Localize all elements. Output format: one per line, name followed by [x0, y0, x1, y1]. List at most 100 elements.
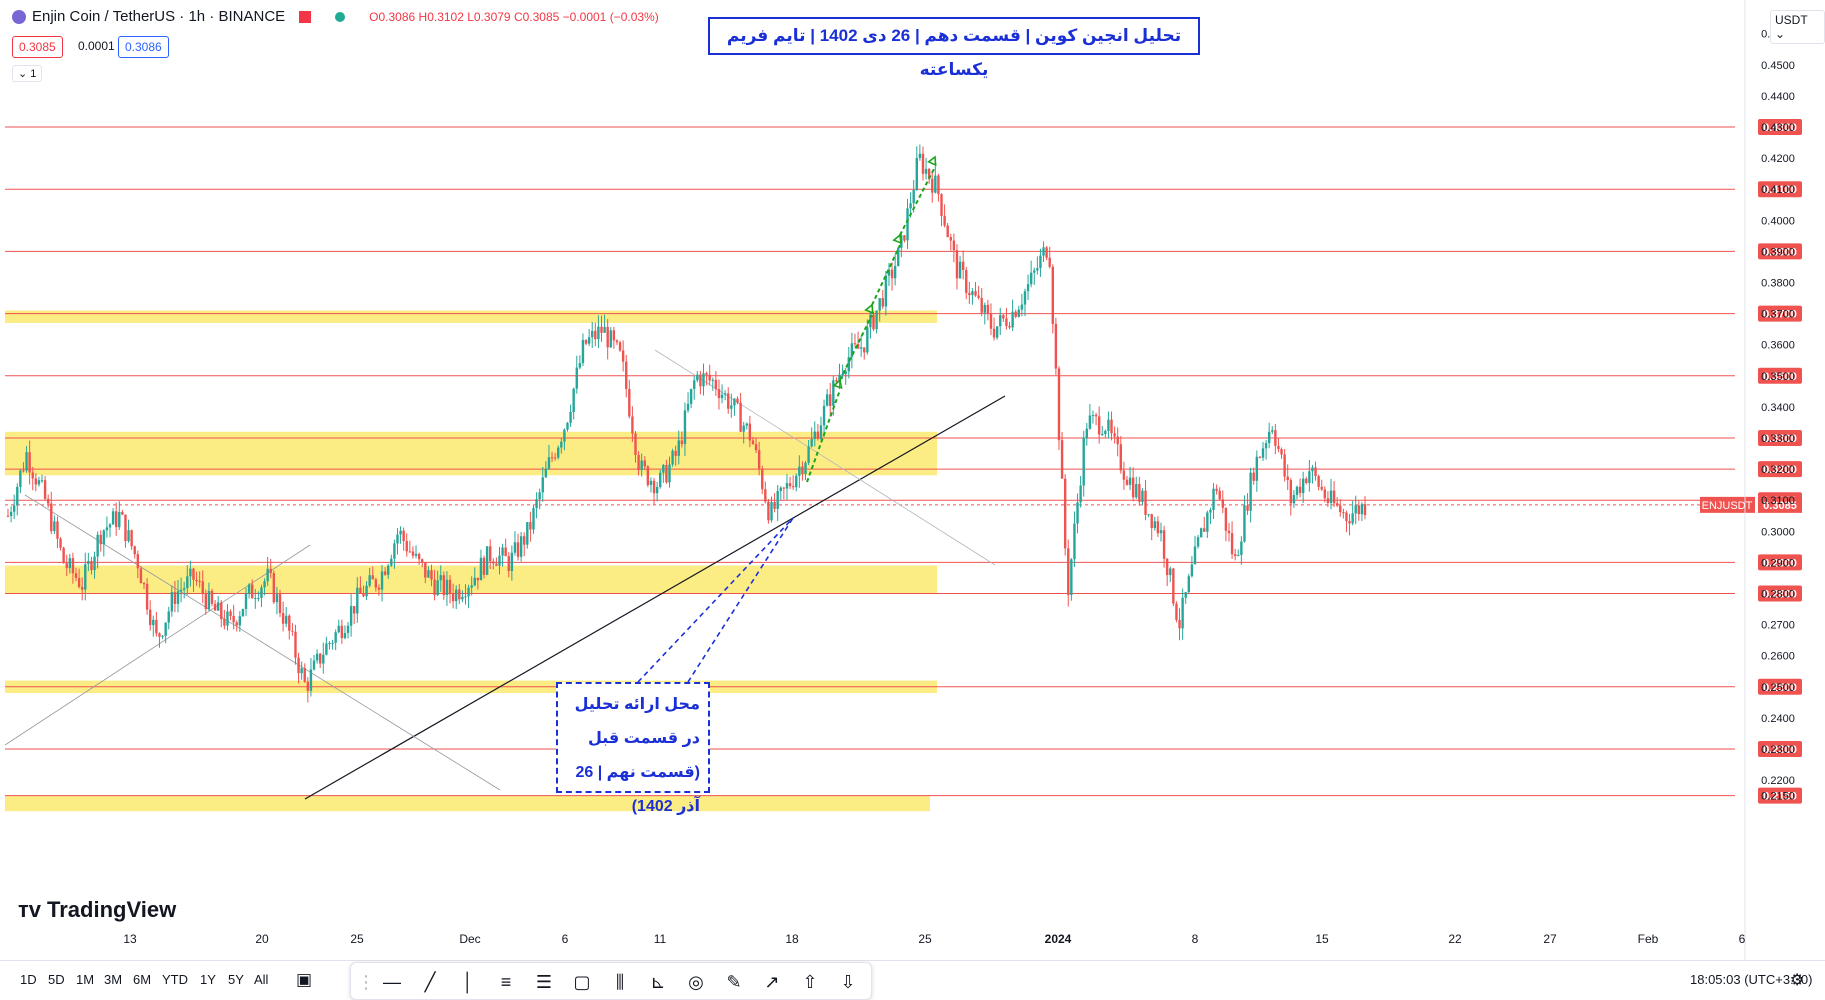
timeframe-ytd[interactable]: YTD	[162, 972, 188, 987]
candle-body	[207, 590, 211, 610]
level-label: 0.2150	[1763, 791, 1797, 803]
currency-label: USDT	[1775, 13, 1808, 27]
candle-body	[1240, 541, 1243, 555]
candle-body	[65, 563, 68, 569]
fib-retracement-tool-icon[interactable]: ☰	[535, 972, 553, 992]
candle-body	[1203, 528, 1206, 532]
time-axis: 13 20 25 Dec 6 11 18 25 2024 8 15 22 27 Feb 6	[123, 932, 1745, 946]
time-tick-label: Dec	[459, 932, 480, 946]
candle-body	[940, 194, 943, 217]
candle-body	[1237, 554, 1240, 557]
candle-body	[353, 606, 356, 614]
circle-tool-icon[interactable]: ◎	[688, 972, 704, 992]
candle-body	[1190, 564, 1194, 577]
time-tick-label: 25	[918, 932, 932, 946]
candle-body	[526, 522, 529, 545]
pitchfork-tool-icon[interactable]: ⊾	[650, 972, 666, 992]
candle-body	[241, 608, 245, 617]
arrow-down-marker-icon[interactable]: ⇩	[840, 972, 856, 992]
candle-body	[424, 562, 427, 578]
arrow-tool-icon[interactable]: ↗	[764, 972, 780, 992]
candle-body	[377, 587, 381, 590]
candle-body	[788, 483, 792, 487]
parallel-channel-tool-icon[interactable]: ≡	[500, 972, 512, 992]
clock[interactable]: 18:05:03 (UTC+3:30)	[1690, 972, 1813, 987]
timeframe-all[interactable]: All	[254, 972, 269, 987]
candle-body	[955, 250, 959, 279]
calendar-icon[interactable]: ▣	[296, 970, 313, 989]
candle-body	[625, 361, 628, 389]
timeframe-1y[interactable]: 1Y	[200, 972, 216, 987]
last-price-box	[1758, 496, 1802, 513]
level-label-box	[1758, 787, 1802, 804]
candle-body	[903, 235, 906, 241]
time-tick-label: 22	[1448, 932, 1462, 946]
candle-body	[841, 373, 844, 375]
ask-price[interactable]: 0.3086	[118, 36, 169, 58]
candle-body	[859, 347, 863, 349]
candle-body	[609, 330, 612, 348]
candle-body	[829, 394, 832, 406]
candle-body	[680, 440, 684, 445]
candle-body	[387, 565, 390, 575]
candle-body	[306, 681, 310, 691]
vertical-line-tool-icon[interactable]: │	[462, 972, 474, 992]
timeframe-5y[interactable]: 5Y	[228, 972, 244, 987]
candle-body	[748, 423, 752, 441]
level-label-box	[1758, 741, 1802, 757]
arrow-up-marker-icon[interactable]: ⇧	[802, 972, 818, 992]
candle-body	[260, 587, 263, 598]
last-price-label: 0.3085	[1763, 500, 1797, 512]
candle-body	[59, 538, 62, 548]
candle-body	[856, 343, 860, 349]
candle-body	[637, 454, 640, 471]
rectangle-tool-icon[interactable]: ▢	[573, 972, 591, 992]
currency-selector[interactable]: USDT ⌄	[1770, 10, 1825, 44]
bars-pattern-tool-icon[interactable]: ⫼	[615, 972, 625, 992]
candle-body	[393, 543, 396, 559]
level-label: 0.2800	[1763, 589, 1797, 601]
timeframe-5d[interactable]: 5D	[48, 972, 65, 987]
bid-price[interactable]: 0.3085	[12, 36, 63, 58]
candle-body	[909, 203, 912, 209]
interval-toggle[interactable]: ⌄ 1	[12, 65, 43, 82]
level-label: 0.2500	[1763, 682, 1797, 694]
candle-body	[838, 374, 841, 382]
candle-body	[1113, 433, 1116, 437]
candle-body	[977, 295, 980, 298]
candle-body	[699, 374, 702, 387]
candle-body	[992, 328, 996, 338]
timeframe-6m[interactable]: 6M	[133, 972, 152, 987]
candle-body	[915, 158, 918, 190]
trend-line-tool-icon[interactable]: ╱	[424, 972, 436, 992]
candle-body	[485, 546, 489, 575]
level-label-box	[1758, 243, 1802, 260]
settings-gear-icon[interactable]: ⚙	[1790, 972, 1805, 989]
candle-body	[652, 480, 656, 494]
timeframe-3m[interactable]: 3M	[104, 972, 123, 987]
pen-tool-icon[interactable]: ✎	[726, 972, 742, 992]
candle-body	[108, 524, 112, 528]
candle-body	[924, 168, 928, 174]
projection-arrow-head	[927, 155, 937, 167]
candle-body	[272, 573, 276, 603]
candle-body	[513, 542, 517, 553]
horizontal-levels: 0.4300 0.4100 0.3900 0.3700 0.3500 0.3300 0.32…	[5, 119, 1802, 804]
candle-body	[958, 261, 962, 279]
timeframe-1d[interactable]: 1D	[20, 972, 37, 987]
drag-handle-icon[interactable]: ⋮	[357, 972, 375, 992]
candle-body	[455, 589, 458, 602]
tradingview-logo[interactable]: ᴛᴠ TradingView	[18, 897, 176, 923]
candle-body	[757, 450, 761, 469]
candle-body	[621, 350, 625, 362]
candle-body	[368, 575, 371, 586]
candle-body	[523, 536, 526, 545]
symbol-title[interactable]: Enjin Coin / TetherUS · 1h · BINANCE	[32, 8, 286, 25]
candle-body	[1267, 431, 1271, 444]
candle-body	[133, 546, 136, 555]
candle-body	[148, 609, 152, 626]
candle-body	[464, 596, 467, 598]
timeframe-1m[interactable]: 1M	[76, 972, 95, 987]
horizontal-line-tool-icon[interactable]: —	[383, 972, 401, 992]
